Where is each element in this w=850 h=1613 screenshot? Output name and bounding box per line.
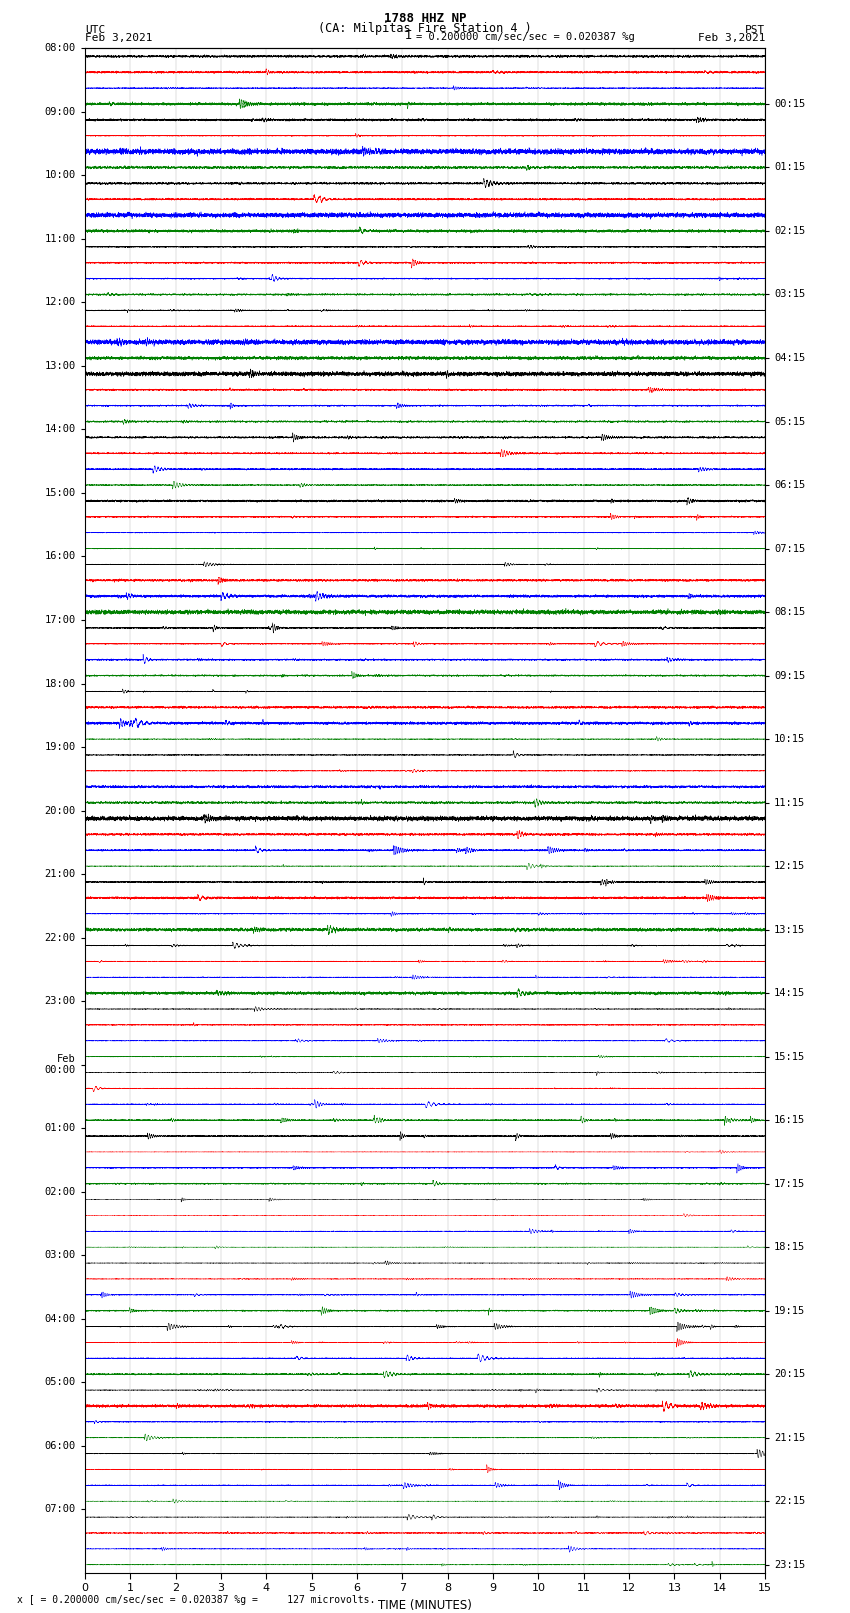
Text: (CA: Milpitas Fire Station 4 ): (CA: Milpitas Fire Station 4 ) [318,21,532,35]
Text: Feb 3,2021: Feb 3,2021 [698,32,765,44]
Text: PST: PST [745,24,765,35]
Text: I: I [405,29,411,42]
Text: x [ = 0.200000 cm/sec/sec = 0.020387 %g =     127 microvolts.: x [ = 0.200000 cm/sec/sec = 0.020387 %g … [17,1595,376,1605]
Text: Feb 3,2021: Feb 3,2021 [85,32,152,44]
Text: UTC: UTC [85,24,105,35]
Text: = 0.200000 cm/sec/sec = 0.020387 %g: = 0.200000 cm/sec/sec = 0.020387 %g [416,32,635,42]
Text: 1788 HHZ NP: 1788 HHZ NP [383,11,467,24]
X-axis label: TIME (MINUTES): TIME (MINUTES) [378,1598,472,1611]
